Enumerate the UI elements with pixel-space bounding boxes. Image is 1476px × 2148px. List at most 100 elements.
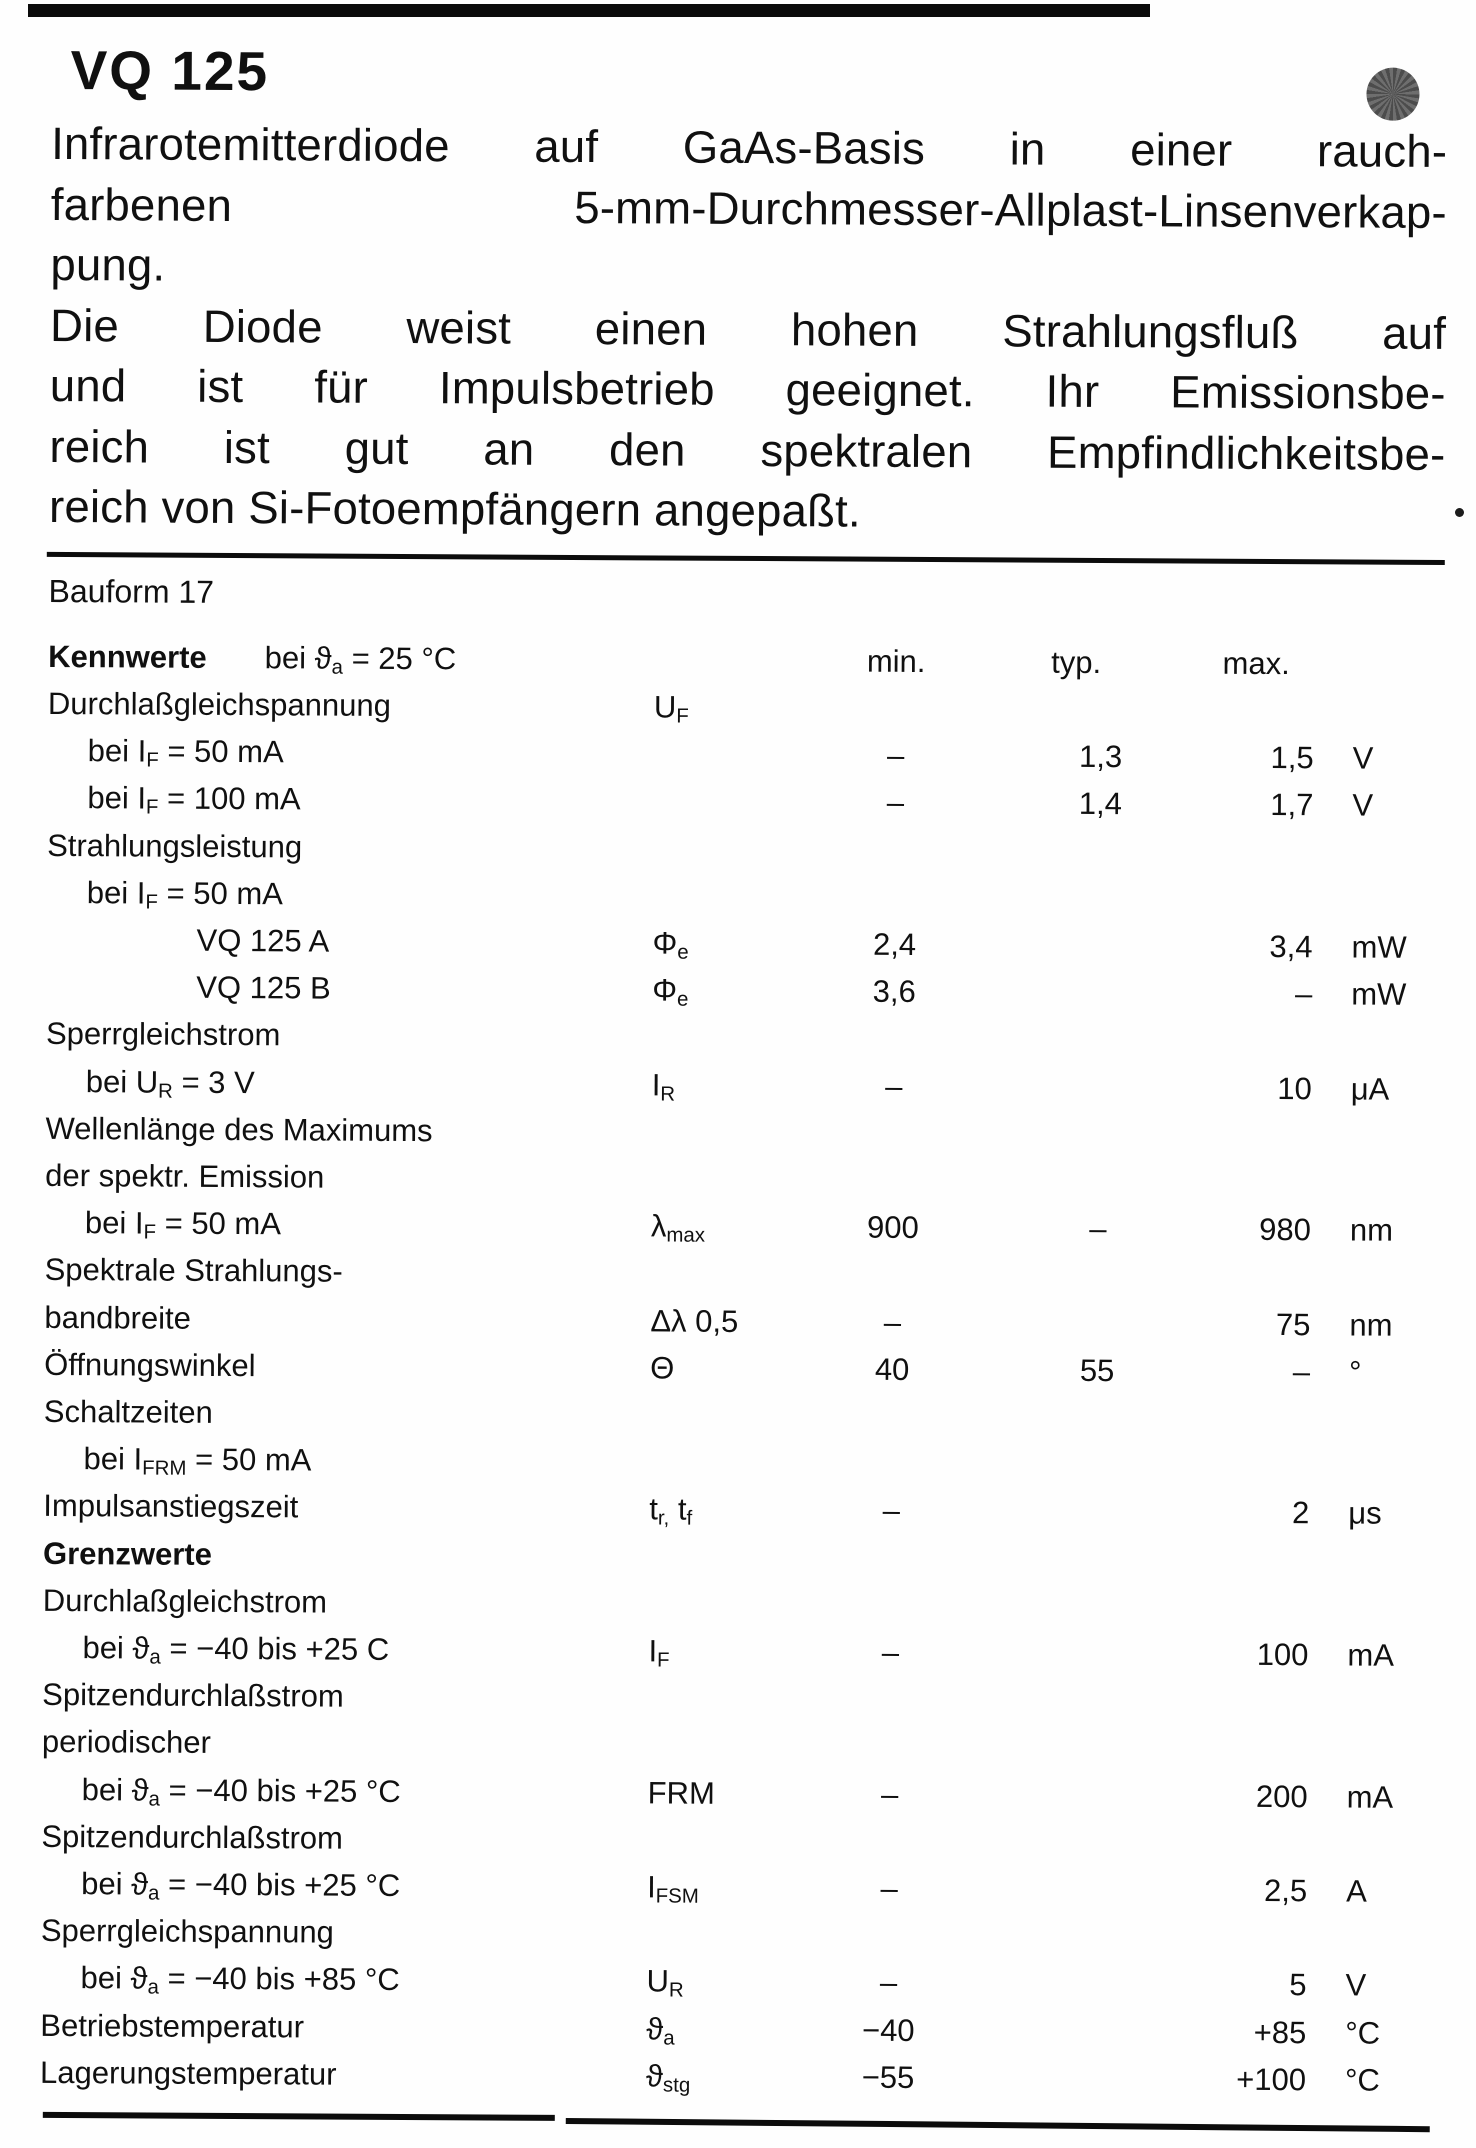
row-label: Strahlungsleistung <box>47 827 303 865</box>
row-symbol: UR <box>646 1963 684 2002</box>
row-unit: μs <box>1348 1495 1382 1532</box>
row-max: +85 <box>1253 2014 1307 2050</box>
divider-bottom <box>565 2117 1430 2133</box>
row-label: der spektr. Emission <box>45 1157 325 1195</box>
column-header-min: min. <box>866 643 926 679</box>
row-min: 900 <box>866 1209 919 1246</box>
row-symbol: IR <box>651 1067 676 1106</box>
row-typ: 55 <box>1079 1352 1115 1388</box>
row-max: 5 <box>1289 1967 1307 2003</box>
row-label: Durchlaßgleichstrom <box>42 1582 328 1620</box>
row-max: 200 <box>1255 1778 1308 1814</box>
row-symbol: IF <box>648 1633 670 1672</box>
section-bauform: Bauform 17 <box>48 572 215 610</box>
row-min: – <box>880 1870 898 1906</box>
row-symbol: Θ <box>650 1350 675 1386</box>
row-max: 75 <box>1275 1306 1311 1342</box>
row-min: −55 <box>861 2059 915 2095</box>
page-title: VQ 125 <box>70 39 270 103</box>
row-unit: nm <box>1349 1212 1394 1248</box>
row-label: bei IF = 50 mA <box>87 733 284 772</box>
row-max: 980 <box>1259 1212 1312 1248</box>
row-symbol: Δλ 0,5 <box>650 1303 739 1339</box>
row-unit: A <box>1346 1873 1367 1909</box>
row-label: bei IF = 50 mA <box>86 874 283 914</box>
row-unit: μA <box>1350 1071 1390 1107</box>
row-symbol: Φe <box>652 925 689 964</box>
row-label: Spitzendurchlaßstrom <box>42 1677 344 1714</box>
row-label: bei IFRM = 50 mA <box>83 1441 312 1480</box>
row-max: 1,7 <box>1270 787 1314 823</box>
row-label: VQ 125 B <box>196 969 331 1006</box>
row-min: 2,4 <box>872 926 917 962</box>
column-header-typ: typ. <box>1051 644 1102 681</box>
row-max: 100 <box>1256 1636 1309 1673</box>
row-label: Betriebstemperatur <box>40 2007 305 2045</box>
margin-speck <box>1455 508 1464 517</box>
row-label: Spitzendurchlaßstrom <box>41 1818 344 1856</box>
row-max: 1,5 <box>1270 740 1314 776</box>
row-label: bei UR = 3 V <box>85 1063 255 1103</box>
row-label: bandbreite <box>44 1299 192 1336</box>
divider-bottom <box>42 2111 555 2121</box>
row-label: Grenzwerte <box>42 1535 212 1572</box>
row-unit: °C <box>1345 2015 1381 2051</box>
row-min: 3,6 <box>872 973 916 1010</box>
row-label: Schaltzeiten <box>43 1393 213 1430</box>
row-typ: – <box>1089 1211 1107 1247</box>
row-unit: V <box>1345 1967 1367 2003</box>
row-min: – <box>886 737 905 774</box>
row-label: bei IF = 50 mA <box>84 1205 282 1244</box>
row-label: Öffnungswinkel <box>44 1346 256 1383</box>
intro-line: reich von Si-Fotoempfängern angepaßt. <box>48 480 861 537</box>
row-min: – <box>886 785 905 821</box>
row-unit: mW <box>1351 976 1407 1012</box>
row-label: bei ϑa = −40 bis +25 C <box>82 1630 390 1669</box>
halftone-dot-marker <box>1366 67 1420 121</box>
table-row: Lagerungstemperatur ϑstg −55 +100 °C <box>40 2049 1440 2105</box>
row-symbol: Φe <box>652 972 689 1011</box>
row-unit: mW <box>1351 929 1407 965</box>
intro-line: reich ist gut an den spektralen Empfindl… <box>49 420 1446 480</box>
intro-line: Infrarotemitterdiode auf GaAs-Basis in e… <box>51 117 1448 177</box>
row-label: bei IF = 100 mA <box>87 780 301 819</box>
row-max: +100 <box>1236 2061 1307 2098</box>
row-unit: mA <box>1347 1637 1395 1673</box>
row-min: −40 <box>861 2012 915 2048</box>
page-top-bar <box>28 4 1150 17</box>
row-label: bei ϑa = −40 bis +85 °C <box>80 1960 400 1999</box>
kennwerte-condition: bei ϑa = 25 °C <box>264 640 457 679</box>
row-label: Wellenlänge des Maximums <box>45 1110 433 1148</box>
row-label: Impulsanstiegszeit <box>43 1488 299 1525</box>
row-unit: mA <box>1346 1779 1394 1815</box>
intro-line: und ist für Impulsbetrieb geeignet. Ihr … <box>49 359 1446 419</box>
intro-line: farbenen 5-mm-Durchmesser-Allplast-Linse… <box>50 178 1447 238</box>
row-min: – <box>882 1493 901 1529</box>
intro-paragraph: Infrarotemitterdiode auf GaAs-Basis in e… <box>49 114 1447 546</box>
row-max: 10 <box>1277 1070 1312 1106</box>
row-label: Durchlaßgleichspannung <box>47 685 391 723</box>
row-label: bei ϑa = −40 bis +25 °C <box>81 1771 401 1811</box>
row-min: – <box>883 1304 902 1340</box>
row-symbol: ϑa <box>646 2011 675 2050</box>
row-symbol: FRM <box>647 1775 715 1811</box>
row-typ: 1,4 <box>1078 786 1123 822</box>
row-unit: °C <box>1344 2062 1380 2098</box>
row-min: – <box>880 1776 899 1812</box>
column-header-max: max. <box>1222 645 1290 682</box>
row-label: periodischer <box>41 1724 211 1761</box>
row-label: VQ 125 A <box>196 922 330 959</box>
divider-top <box>46 551 1445 565</box>
row-unit: V <box>1352 740 1374 776</box>
row-symbol: ϑstg <box>645 2058 691 2097</box>
row-max: 3,4 <box>1269 928 1313 965</box>
row-unit: ° <box>1349 1354 1362 1390</box>
intro-line: pung. <box>50 238 166 291</box>
row-typ: 1,3 <box>1078 739 1123 775</box>
row-label: Sperrgleichspannung <box>40 1913 334 1950</box>
row-symbol: tr, tf <box>649 1491 693 1530</box>
intro-line: Die Diode weist einen hohen Strahlungsfl… <box>49 299 1447 359</box>
row-label: Spektrale Strahlungs- <box>44 1252 343 1290</box>
row-unit: V <box>1352 787 1374 823</box>
